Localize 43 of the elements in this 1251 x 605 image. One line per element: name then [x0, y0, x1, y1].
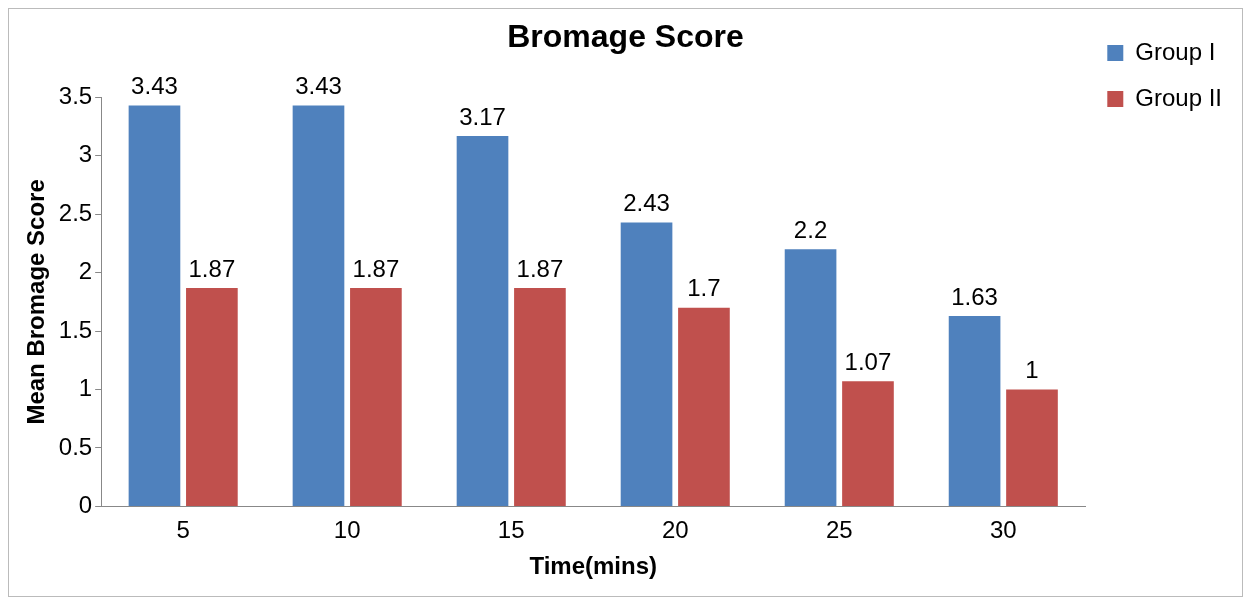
y-axis-title: Mean Bromage Score	[22, 179, 50, 425]
data-label: 1.7	[687, 274, 721, 302]
bar	[784, 249, 837, 506]
bar	[128, 105, 181, 506]
legend-label: Group II	[1135, 83, 1223, 111]
bar	[456, 135, 509, 506]
y-tick-label: 1	[78, 374, 93, 402]
x-tick-label: 30	[989, 516, 1017, 544]
data-label: 1.07	[844, 347, 892, 375]
data-label: 1	[1025, 356, 1039, 384]
bar	[350, 287, 402, 506]
x-tick-label: 25	[825, 516, 853, 544]
bar	[514, 287, 566, 506]
data-label: 2.2	[793, 215, 828, 243]
y-tick-label: 3	[78, 140, 93, 168]
legend-label: Group I	[1135, 37, 1216, 65]
x-tick-label: 20	[661, 516, 689, 544]
y-tick-label: 3.5	[58, 82, 93, 110]
data-label: 2.43	[623, 189, 670, 217]
bar	[678, 307, 730, 506]
y-tick-label: 1.5	[58, 315, 93, 343]
chart-title: Bromage Score	[507, 18, 744, 55]
x-tick-label: 15	[497, 516, 525, 544]
bar	[620, 222, 673, 506]
data-label: 1.63	[951, 282, 998, 310]
data-label: 1.87	[352, 254, 400, 282]
bar	[842, 381, 894, 506]
y-tick-label: 0.5	[58, 432, 93, 460]
data-label: 1.87	[188, 254, 236, 282]
bar	[948, 315, 1001, 506]
data-label: 3.43	[295, 72, 342, 100]
y-tick-label: 2	[78, 257, 93, 285]
bar	[292, 105, 345, 506]
bar	[186, 287, 238, 506]
data-label: 3.17	[459, 102, 506, 130]
x-tick-label: 10	[333, 516, 361, 544]
data-label: 1.87	[516, 254, 564, 282]
bar	[1006, 389, 1058, 506]
x-axis-title: Time(mins)	[529, 552, 658, 580]
x-tick-label: 5	[176, 516, 190, 544]
y-tick-label: 0	[78, 491, 93, 519]
y-tick-label: 2.5	[58, 198, 93, 226]
data-label: 3.43	[131, 72, 178, 100]
